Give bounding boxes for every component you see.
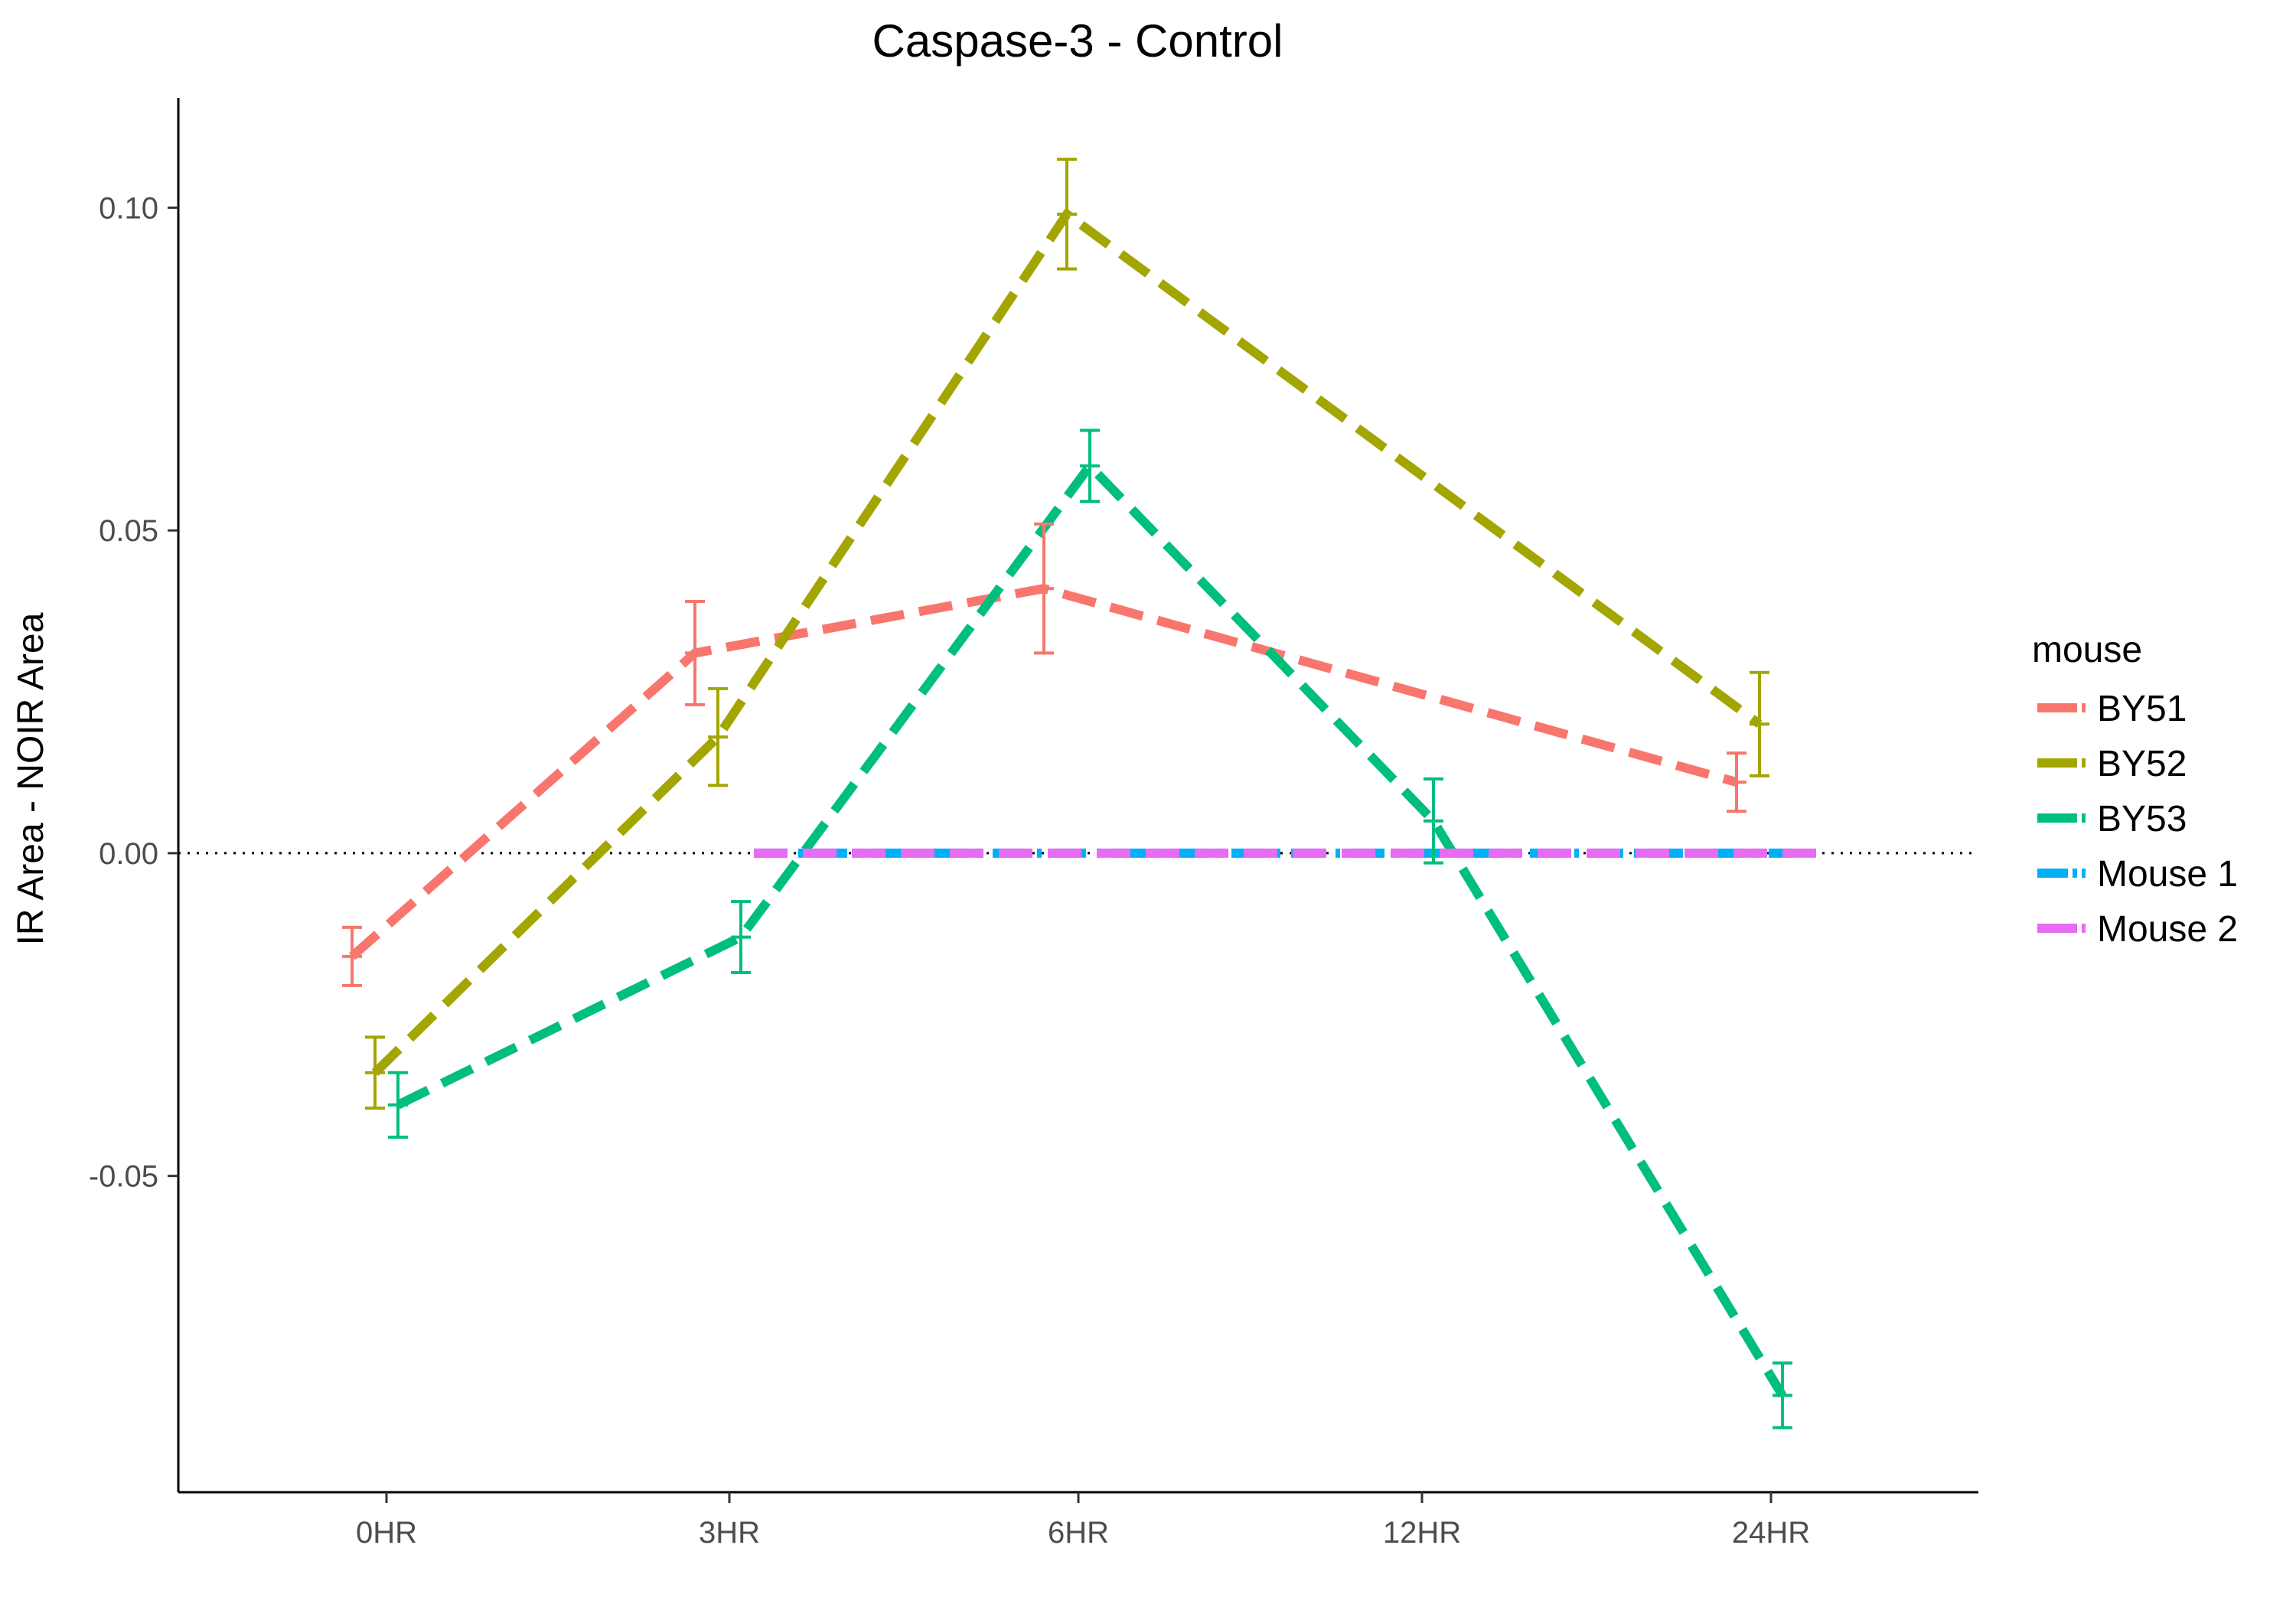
series-line-by52 xyxy=(371,207,1763,1076)
y-tick-label: 0.10 xyxy=(99,191,158,225)
x-tick-label: 3HR xyxy=(699,1516,760,1550)
error-bar-by52 xyxy=(1750,670,1769,777)
error-bar-by53 xyxy=(1080,429,1100,504)
legend-label-mouse-1: Mouse 1 xyxy=(2097,854,2238,895)
error-bar-by52 xyxy=(1057,158,1077,271)
error-bar-by53 xyxy=(731,900,751,974)
error-bar-by52 xyxy=(708,686,728,787)
x-tick-label: 6HR xyxy=(1048,1516,1109,1550)
x-tick-label: 24HR xyxy=(1732,1516,1810,1550)
y-tick-label: -0.05 xyxy=(89,1160,158,1194)
y-tick-label: 0.05 xyxy=(99,514,158,548)
error-bar-by51 xyxy=(685,599,705,706)
plot-area: -0.05 0.00 0.05 0.10 0HR 3HR 6HR 12HR 24HR xyxy=(89,98,1978,1550)
error-bar-by51 xyxy=(1034,522,1054,655)
error-bar-by51 xyxy=(1727,751,1746,813)
legend-label-by51: BY51 xyxy=(2097,689,2187,729)
legend-items: BY51 BY52 BY53 Mouse 1 Mouse 2 xyxy=(2037,689,2238,950)
legend-label-by52: BY52 xyxy=(2097,744,2187,784)
legend: mouse BY51 BY52 BY53 Mouse 1 Mouse 2 xyxy=(2032,630,2238,950)
y-axis-title: IR Area - NOIR Area xyxy=(11,612,51,945)
chart-title: Caspase-3 - Control xyxy=(872,15,1283,67)
error-bar-by53 xyxy=(1424,777,1443,865)
x-tick-label: 0HR xyxy=(356,1516,417,1550)
legend-label-mouse-2: Mouse 2 xyxy=(2097,909,2238,950)
series-line-by51 xyxy=(349,583,1738,960)
legend-label-by53: BY53 xyxy=(2097,799,2187,839)
error-bar-by51 xyxy=(342,925,362,987)
error-bar-by53 xyxy=(388,1071,408,1139)
legend-title: mouse xyxy=(2032,630,2142,670)
y-tick-label: 0.00 xyxy=(99,837,158,871)
series-line-by53 xyxy=(396,458,1787,1398)
error-bar-by53 xyxy=(1773,1361,1792,1429)
x-tick-label: 12HR xyxy=(1383,1516,1461,1550)
error-bar-by52 xyxy=(365,1035,385,1110)
